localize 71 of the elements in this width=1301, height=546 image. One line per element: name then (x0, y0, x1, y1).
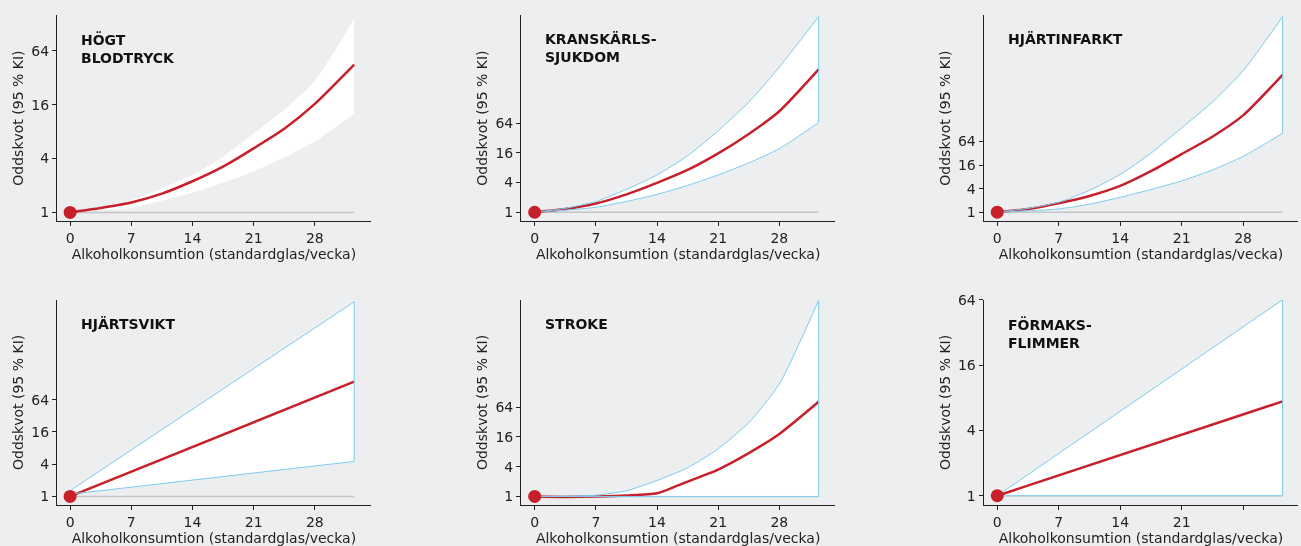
y-tick-label: 4 (40, 150, 50, 167)
text: HJÄRTSVIKT (81, 316, 176, 332)
y-axis-title: Oddskvot (95 % KI) (474, 334, 491, 471)
x-tick-label: 7 (126, 229, 136, 246)
y-axis-title: Oddskvot (95 % KI) (936, 50, 953, 186)
x-tick-label: 14 (1111, 229, 1130, 246)
text: STROKE (545, 316, 608, 332)
y-axis-title: Oddskvot (95 % KI) (936, 334, 953, 471)
x-tick-label: 14 (183, 229, 202, 246)
x-tick-label: 28 (770, 229, 789, 246)
x-tick-label: 14 (648, 229, 666, 246)
x-axis-title: Alkoholkonsumtion (standardglas/vecka) (998, 245, 1284, 262)
y-tick-label: 16 (495, 144, 514, 161)
y-tick-label: 1 (40, 488, 50, 505)
x-tick-label: 0 (992, 229, 1002, 246)
x-tick-label: 28 (305, 229, 324, 246)
y-tick-label: 4 (966, 180, 976, 197)
y-tick-label: 16 (495, 428, 514, 445)
x-tick-label: 28 (770, 513, 789, 530)
x-tick-label: 21 (244, 229, 263, 246)
y-tick-label: 4 (40, 456, 50, 473)
text: HÖGT BLODTRYCK (81, 31, 176, 67)
y-tick-label: 4 (966, 422, 976, 439)
y-axis-title: Oddskvot (95 % KI) (9, 334, 26, 471)
x-tick-label: 0 (530, 513, 540, 530)
x-tick-label: 0 (65, 229, 75, 246)
x-tick-label: 21 (709, 513, 728, 530)
x-tick-label: 21 (709, 229, 728, 246)
y-tick-label: 16 (31, 96, 50, 113)
y-tick-label: 64 (31, 42, 50, 59)
x-axis-title: Alkoholkonsumtion (standardglas/vecka) (535, 529, 821, 546)
y-axis-title: Oddskvot (95 % KI) (9, 50, 26, 186)
y-tick-label: 4 (504, 458, 514, 475)
x-tick-label: 21 (1172, 229, 1191, 246)
x-tick-label: 7 (591, 229, 601, 246)
y-tick-label: 1 (966, 204, 976, 221)
x-tick-label: 7 (1054, 513, 1064, 530)
y-tick-label: 64 (957, 291, 976, 308)
y-axis-title: Oddskvot (95 % KI) (474, 50, 491, 186)
x-tick-label: 7 (126, 513, 136, 530)
y-tick-label: 16 (957, 156, 976, 173)
y-tick-label: 64 (957, 133, 976, 150)
x-tick-label: 14 (1111, 513, 1130, 530)
x-tick-label: 0 (65, 513, 75, 530)
x-tick-label: 0 (530, 229, 540, 246)
y-tick-label: 64 (31, 391, 50, 408)
x-tick-label: 0 (992, 513, 1002, 530)
y-tick-label: 16 (31, 423, 50, 440)
x-tick-label: 7 (1054, 229, 1064, 246)
x-tick-label: 28 (1234, 229, 1252, 246)
x-tick-label: 28 (305, 513, 324, 530)
x-tick-label: 14 (183, 513, 202, 530)
y-tick-label: 1 (40, 204, 50, 221)
y-tick-label: 1 (504, 204, 514, 221)
x-axis-title: Alkoholkonsumtion (standardglas/vecka) (71, 529, 357, 546)
x-tick-label: 7 (591, 513, 601, 530)
y-tick-label: 1 (504, 488, 514, 505)
text: FÖRMAKS- FLIMMER (1008, 316, 1092, 352)
text: KRANSKÄRLS- SJUKDOM (545, 31, 657, 66)
y-tick-label: 1 (966, 487, 976, 504)
y-tick-label: 64 (495, 115, 514, 132)
y-tick-label: 64 (495, 399, 514, 416)
text: HJÄRTINFARKT (1008, 31, 1123, 47)
x-tick-label: 14 (648, 513, 666, 530)
x-axis-title: Alkoholkonsumtion (standardglas/vecka) (998, 529, 1284, 546)
y-tick-label: 16 (957, 356, 976, 373)
x-axis-title: Alkoholkonsumtion (standardglas/vecka) (71, 245, 357, 262)
y-tick-label: 4 (504, 174, 514, 191)
x-tick-label: 21 (1172, 513, 1191, 530)
x-axis-title: Alkoholkonsumtion (standardglas/vecka) (535, 245, 821, 262)
x-tick-label: 21 (244, 513, 263, 530)
